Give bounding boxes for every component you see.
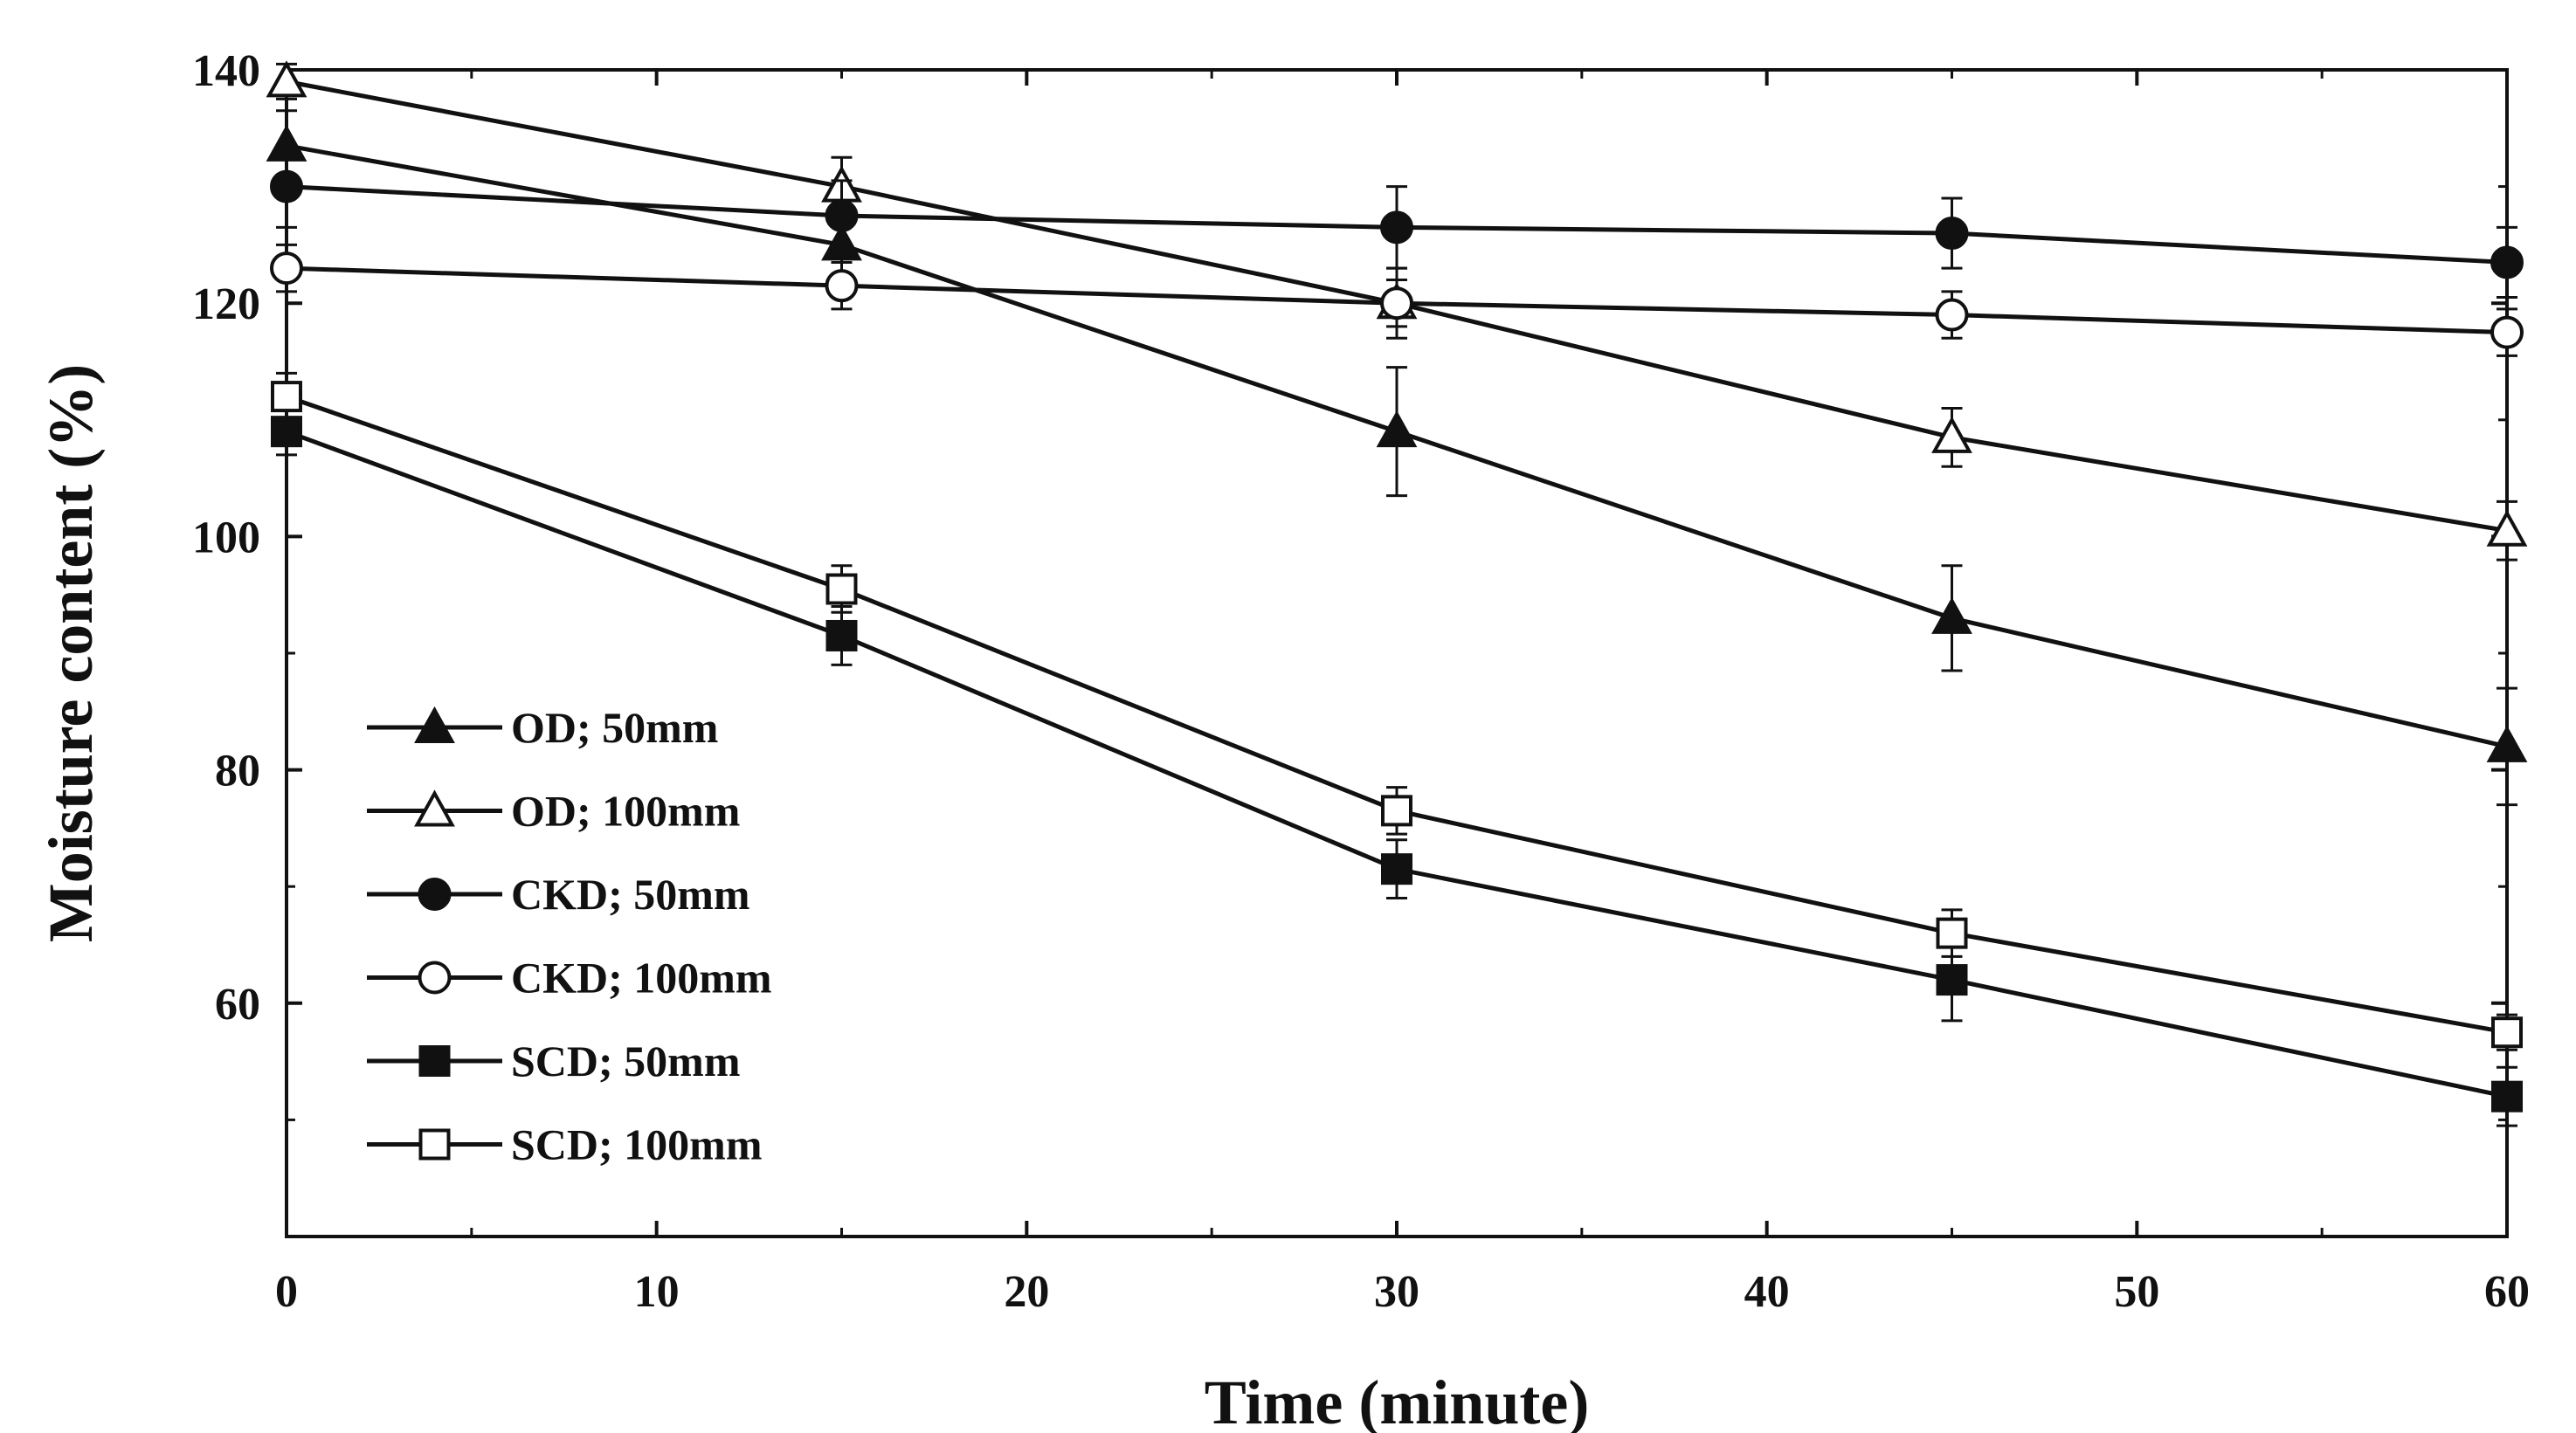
data-point [1936, 964, 1968, 996]
legend-marker [418, 961, 452, 995]
legend-item: SCD; 50mm [367, 1037, 740, 1085]
data-point [1935, 298, 1969, 332]
y-tick-label: 100 [192, 513, 260, 562]
data-point [270, 251, 303, 286]
x-tick-label: 30 [1374, 1267, 1419, 1317]
data-point [270, 169, 303, 203]
series-od-50mm [266, 109, 2528, 807]
data-point [2491, 1016, 2523, 1049]
data-point [2491, 1080, 2523, 1113]
legend-label: OD; 100mm [511, 787, 740, 836]
axis-ticks-group: 0 10 20 30 40 50 60 60 80 100 120 140 [192, 46, 2530, 1317]
data-point [825, 199, 859, 232]
legend: OD; 50mm OD; 100mm CKD; 50mm CKD; 100mm SCD;… [367, 703, 772, 1169]
data-point [1931, 596, 1972, 634]
x-tick-label: 50 [2114, 1267, 2159, 1317]
data-point [2490, 315, 2524, 349]
series-ckd-100mm [270, 243, 2524, 357]
data-point [266, 60, 307, 98]
legend-label: CKD; 100mm [511, 954, 772, 1002]
legend-marker [418, 1128, 451, 1161]
data-point [1380, 210, 1413, 245]
legend-item: CKD; 100mm [367, 954, 772, 1002]
data-point [825, 619, 858, 651]
x-tick-label: 0 [275, 1267, 298, 1317]
data-point [2490, 245, 2524, 279]
data-point [825, 573, 858, 605]
legend-label: SCD; 50mm [511, 1037, 740, 1085]
series-ckd-50mm [270, 144, 2524, 300]
legend-item: CKD; 50mm [367, 870, 750, 919]
legend-marker [414, 789, 455, 827]
legend-item: OD; 50mm [367, 703, 718, 752]
legend-marker [418, 1045, 451, 1077]
data-point [1380, 286, 1413, 320]
data-point [271, 381, 302, 413]
y-axis-title: Moisture content (%) [36, 364, 106, 943]
data-point [2486, 509, 2528, 547]
data-point [1931, 416, 1972, 453]
data-point [2486, 725, 2528, 762]
legend-label: OD; 50mm [511, 703, 718, 752]
x-tick-label: 40 [1744, 1267, 1790, 1317]
legend-label: CKD; 50mm [511, 870, 750, 919]
x-tick-label: 10 [634, 1267, 680, 1317]
legend-marker [418, 878, 452, 911]
legend-marker [414, 706, 455, 743]
legend-item: SCD; 100mm [367, 1120, 762, 1169]
x-tick-label: 60 [2484, 1267, 2530, 1317]
legend-item: OD; 100mm [367, 787, 740, 836]
data-point [1381, 795, 1412, 827]
data-point [271, 416, 302, 448]
series-scd-100mm [271, 371, 2523, 1051]
data-point [1935, 217, 1969, 251]
x-tick-label: 20 [1004, 1267, 1049, 1317]
data-point [1381, 853, 1412, 885]
data-point [1376, 410, 1418, 448]
y-tick-label: 60 [215, 980, 260, 1030]
y-tick-label: 120 [192, 279, 260, 329]
x-axis-title: Time (minute) [1205, 1368, 1590, 1433]
data-point [825, 269, 859, 303]
data-point [1936, 917, 1968, 949]
y-tick-label: 140 [192, 46, 260, 96]
y-tick-label: 80 [215, 747, 260, 796]
series-group [266, 60, 2528, 1127]
legend-label: SCD; 100mm [511, 1120, 762, 1169]
